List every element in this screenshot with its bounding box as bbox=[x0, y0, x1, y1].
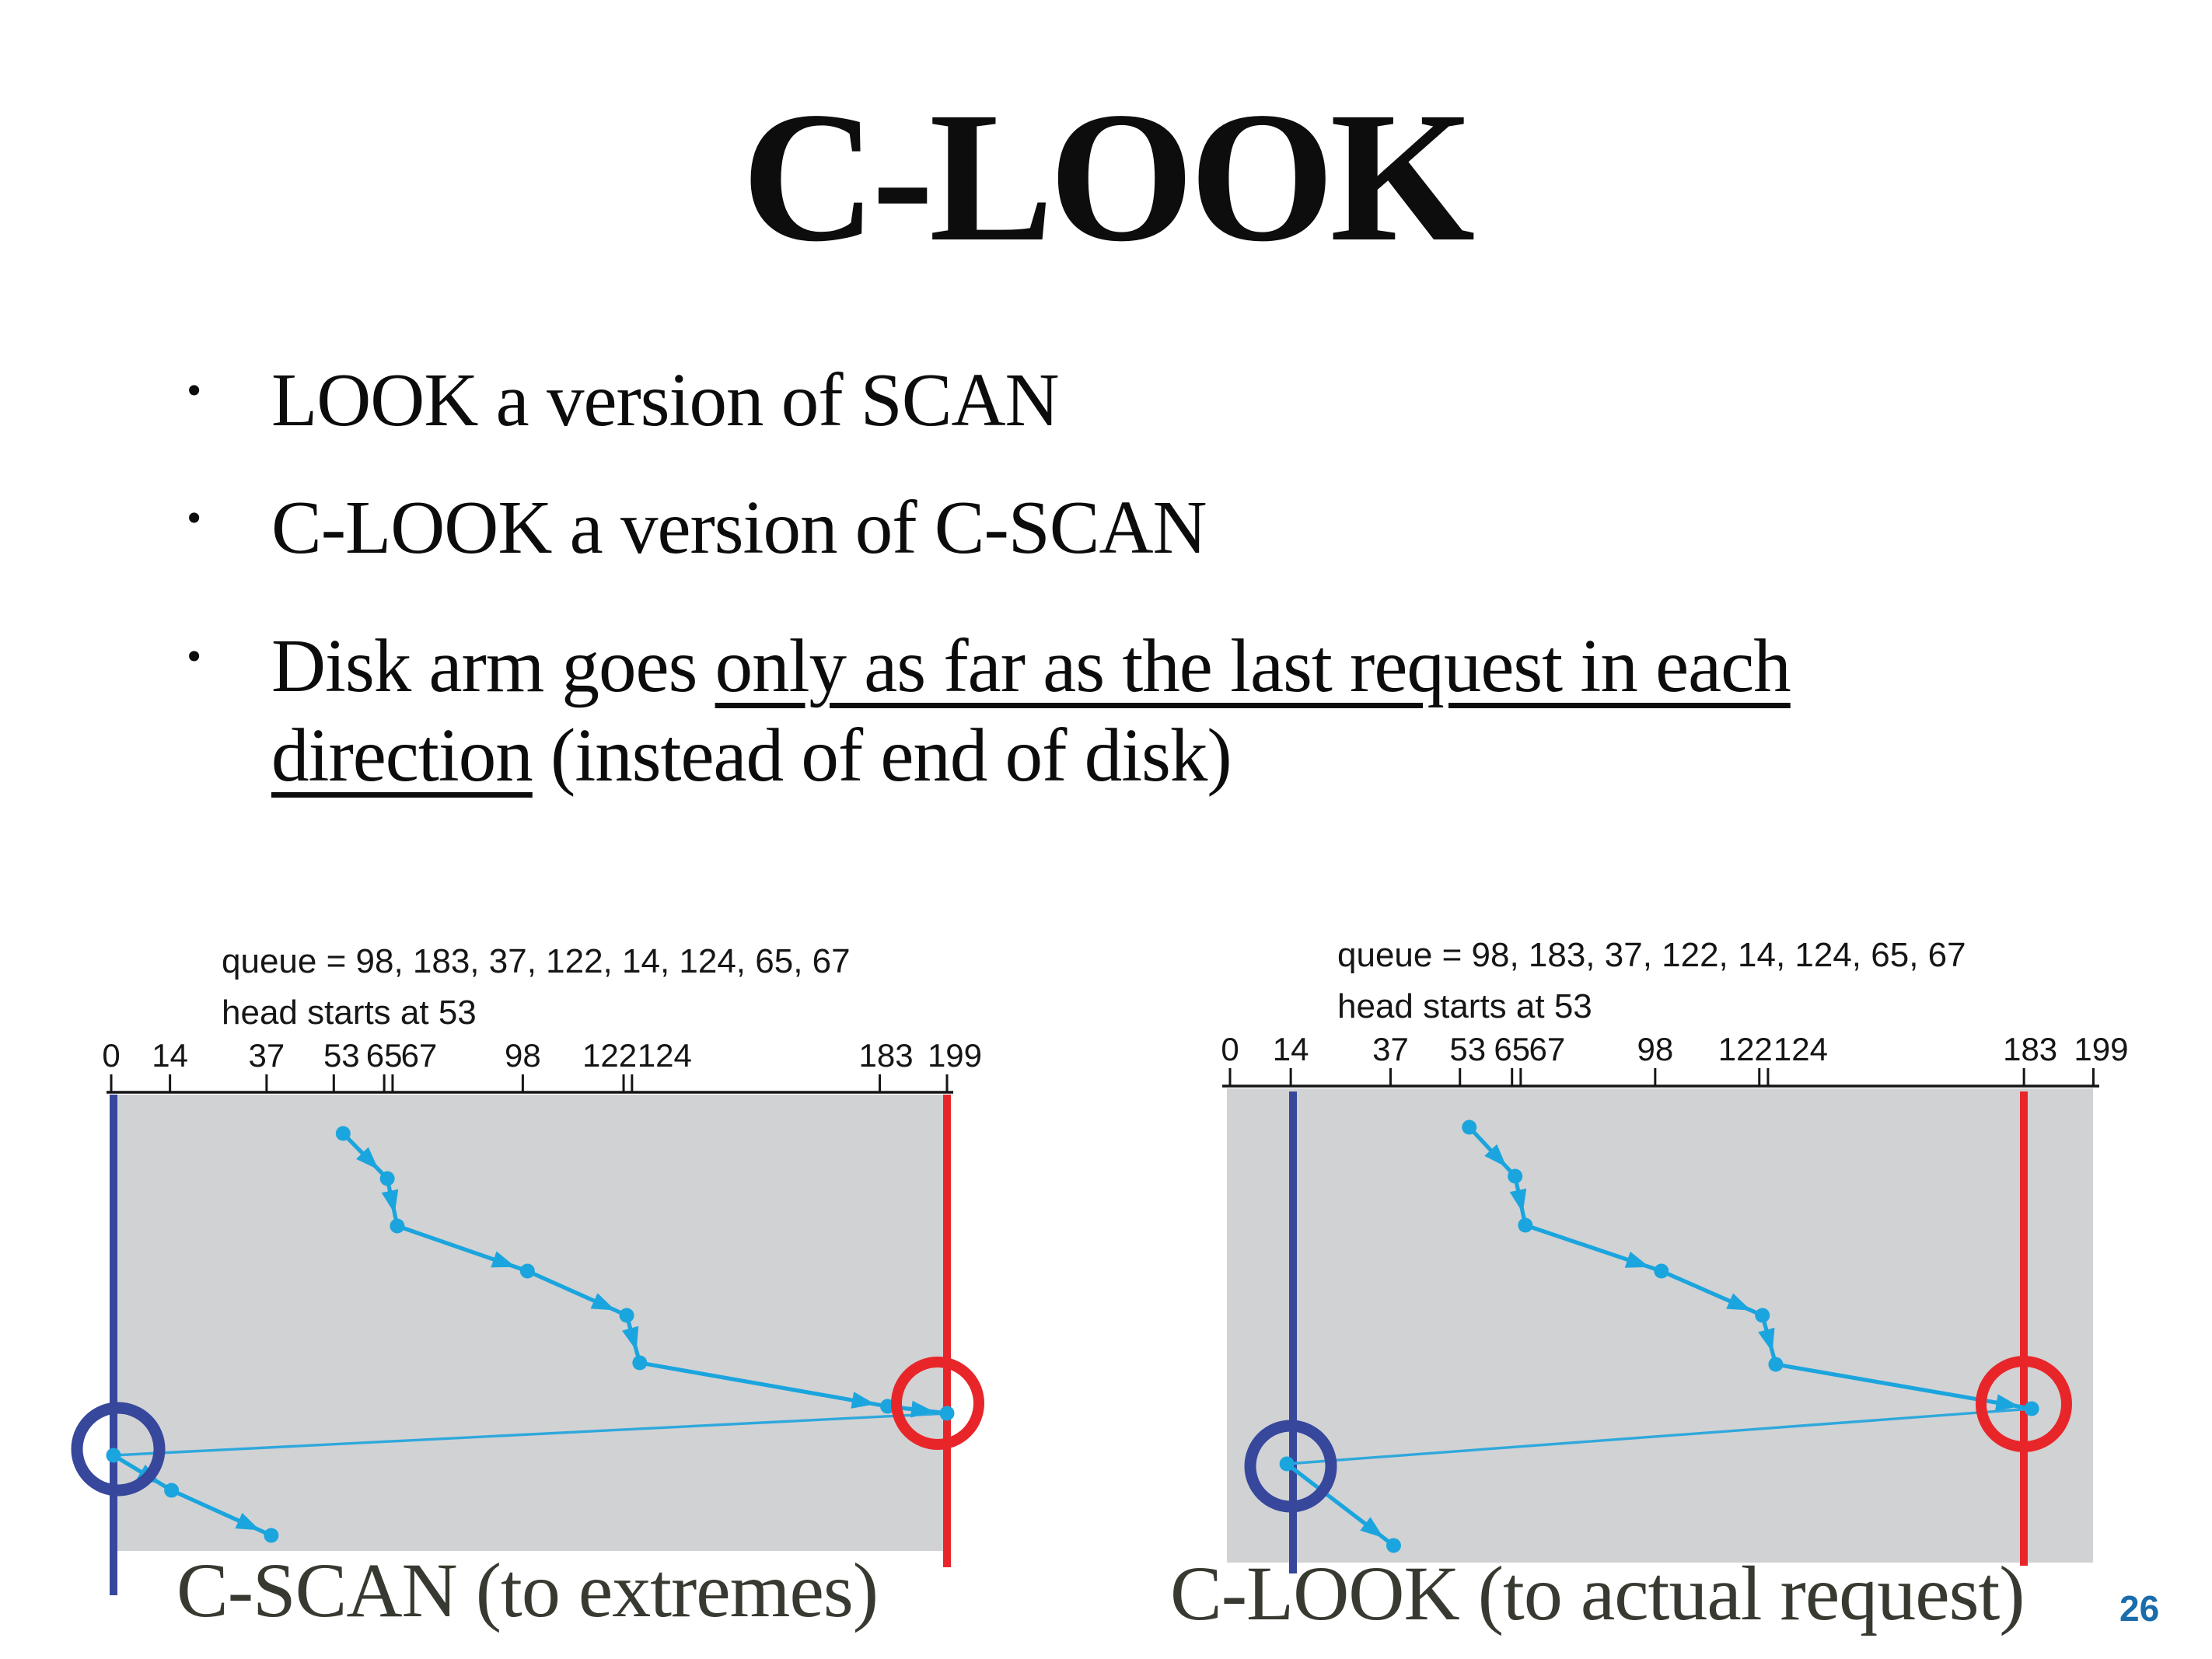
axis-tick-label-clook: 65 bbox=[1494, 1031, 1530, 1067]
bullet-icon: • bbox=[187, 366, 202, 414]
caption-clook: C-LOOK (to actual request) bbox=[1170, 1550, 2025, 1636]
arrowhead-icon-cscan bbox=[622, 1325, 639, 1351]
axis-tick-label-cscan: 53 bbox=[323, 1037, 360, 1074]
arrowhead-icon-cscan bbox=[381, 1189, 399, 1214]
arrowhead-icon-cscan bbox=[356, 1147, 379, 1170]
request-dot-clook bbox=[1755, 1308, 1770, 1323]
plot-area-cscan bbox=[111, 1095, 949, 1551]
axis-tick-label-cscan: 65 bbox=[366, 1037, 403, 1074]
axis-tick-label-cscan: 124 bbox=[638, 1037, 692, 1074]
arrowhead-icon-clook bbox=[1994, 1394, 2020, 1411]
request-dot-cscan bbox=[619, 1308, 634, 1323]
blue-ring-cscan bbox=[71, 1402, 166, 1497]
request-dot-cscan bbox=[939, 1406, 955, 1421]
request-dot-clook bbox=[2024, 1401, 2039, 1416]
request-dot-clook bbox=[1518, 1217, 1533, 1233]
wrap-line-cscan bbox=[113, 1412, 948, 1457]
arrowhead-icon-clook bbox=[1624, 1251, 1650, 1268]
caption-cscan: C-SCAN (to extremes) bbox=[176, 1547, 879, 1633]
head-start-label-cscan: head starts at 53 bbox=[222, 994, 477, 1032]
bullet-3-line-1: Disk arm goes only as far as the last re… bbox=[271, 624, 1791, 707]
underlined-phrase: direction bbox=[271, 714, 533, 797]
service-segment-cscan bbox=[639, 1360, 889, 1409]
axis-tick-label-clook: 122 bbox=[1718, 1031, 1773, 1067]
axis-tick-label-cscan: 122 bbox=[582, 1037, 637, 1074]
request-dot-clook bbox=[1654, 1263, 1669, 1279]
request-dot-cscan bbox=[106, 1448, 121, 1463]
red-ring-cscan bbox=[891, 1357, 984, 1450]
bullet-icon: • bbox=[187, 632, 202, 679]
request-dot-clook bbox=[1386, 1538, 1401, 1553]
red-ring-clook bbox=[1976, 1356, 2072, 1452]
axis-tick-label-cscan: 67 bbox=[401, 1037, 438, 1074]
axis-tick-label-clook: 14 bbox=[1273, 1031, 1309, 1067]
axis-tick-label-clook: 53 bbox=[1449, 1031, 1486, 1067]
request-dot-clook bbox=[1768, 1357, 1784, 1372]
axis-tick-label-clook: 67 bbox=[1529, 1031, 1566, 1067]
request-dot-cscan bbox=[632, 1355, 648, 1371]
arrowhead-icon-clook bbox=[1509, 1188, 1527, 1214]
axis-tick-label-clook: 37 bbox=[1372, 1031, 1409, 1067]
plot-area-clook bbox=[1227, 1088, 2093, 1563]
axis-tick-label-clook: 98 bbox=[1637, 1031, 1673, 1067]
request-dot-clook bbox=[1462, 1119, 1477, 1135]
request-dot-cscan bbox=[379, 1171, 395, 1186]
wrap-line-clook bbox=[1286, 1407, 2032, 1465]
axis-tick-label-cscan: 183 bbox=[859, 1037, 914, 1074]
request-dot-cscan bbox=[390, 1218, 405, 1234]
arrowhead-icon-cscan bbox=[590, 1293, 616, 1311]
request-dot-cscan bbox=[264, 1528, 279, 1543]
arrowhead-icon-cscan bbox=[235, 1513, 260, 1531]
axis-tick-label-cscan: 98 bbox=[505, 1037, 541, 1074]
axis-tick-label-clook: 124 bbox=[1773, 1031, 1828, 1067]
request-dot-clook bbox=[1508, 1168, 1523, 1184]
axis-tick-label-clook: 199 bbox=[2074, 1031, 2128, 1067]
bullet-item-2: C-LOOK a version of C-SCAN bbox=[271, 486, 1207, 569]
axis-tick-label-cscan: 199 bbox=[928, 1037, 982, 1074]
arrowhead-icon-cscan bbox=[851, 1392, 875, 1409]
blue-ring-clook bbox=[1244, 1420, 1337, 1513]
arrowhead-icon-clook bbox=[1484, 1144, 1507, 1168]
axis-tick-label-clook: 0 bbox=[1221, 1031, 1239, 1067]
arrowhead-icon-clook bbox=[1758, 1327, 1775, 1353]
head-start-label-clook: head starts at 53 bbox=[1337, 987, 1592, 1025]
arrowhead-icon-cscan bbox=[491, 1251, 516, 1268]
bullet-3-line-2: direction (instead of end of disk) bbox=[271, 714, 1232, 797]
service-segment-clook bbox=[1775, 1362, 2032, 1411]
arrowhead-icon-clook bbox=[1360, 1517, 1384, 1539]
request-dot-cscan bbox=[335, 1126, 351, 1141]
request-dot-clook bbox=[1279, 1456, 1295, 1472]
page-number: 26 bbox=[2119, 1588, 2160, 1629]
axis-tick-label-clook: 183 bbox=[2003, 1031, 2057, 1067]
request-dot-cscan bbox=[519, 1263, 535, 1279]
axis-tick-label-cscan: 37 bbox=[249, 1037, 285, 1074]
arrowhead-icon-cscan bbox=[910, 1400, 935, 1418]
bullet-item-1: LOOK a version of SCAN bbox=[271, 358, 1060, 442]
bullet-icon: • bbox=[187, 494, 202, 541]
queue-label-clook: queue = 98, 183, 37, 122, 14, 124, 65, 6… bbox=[1337, 936, 1966, 974]
arrowhead-icon-clook bbox=[1726, 1293, 1752, 1311]
slide-title: C-LOOK bbox=[741, 73, 1475, 280]
queue-label-cscan: queue = 98, 183, 37, 122, 14, 124, 65, 6… bbox=[222, 942, 851, 980]
request-dot-cscan bbox=[164, 1483, 180, 1498]
axis-tick-label-cscan: 14 bbox=[152, 1037, 188, 1074]
axis-tick-label-cscan: 0 bbox=[102, 1037, 120, 1074]
underlined-phrase: only as far as the last request in each bbox=[715, 624, 1791, 707]
bullet-item-3: Disk arm goes only as far as the last re… bbox=[271, 621, 1791, 800]
